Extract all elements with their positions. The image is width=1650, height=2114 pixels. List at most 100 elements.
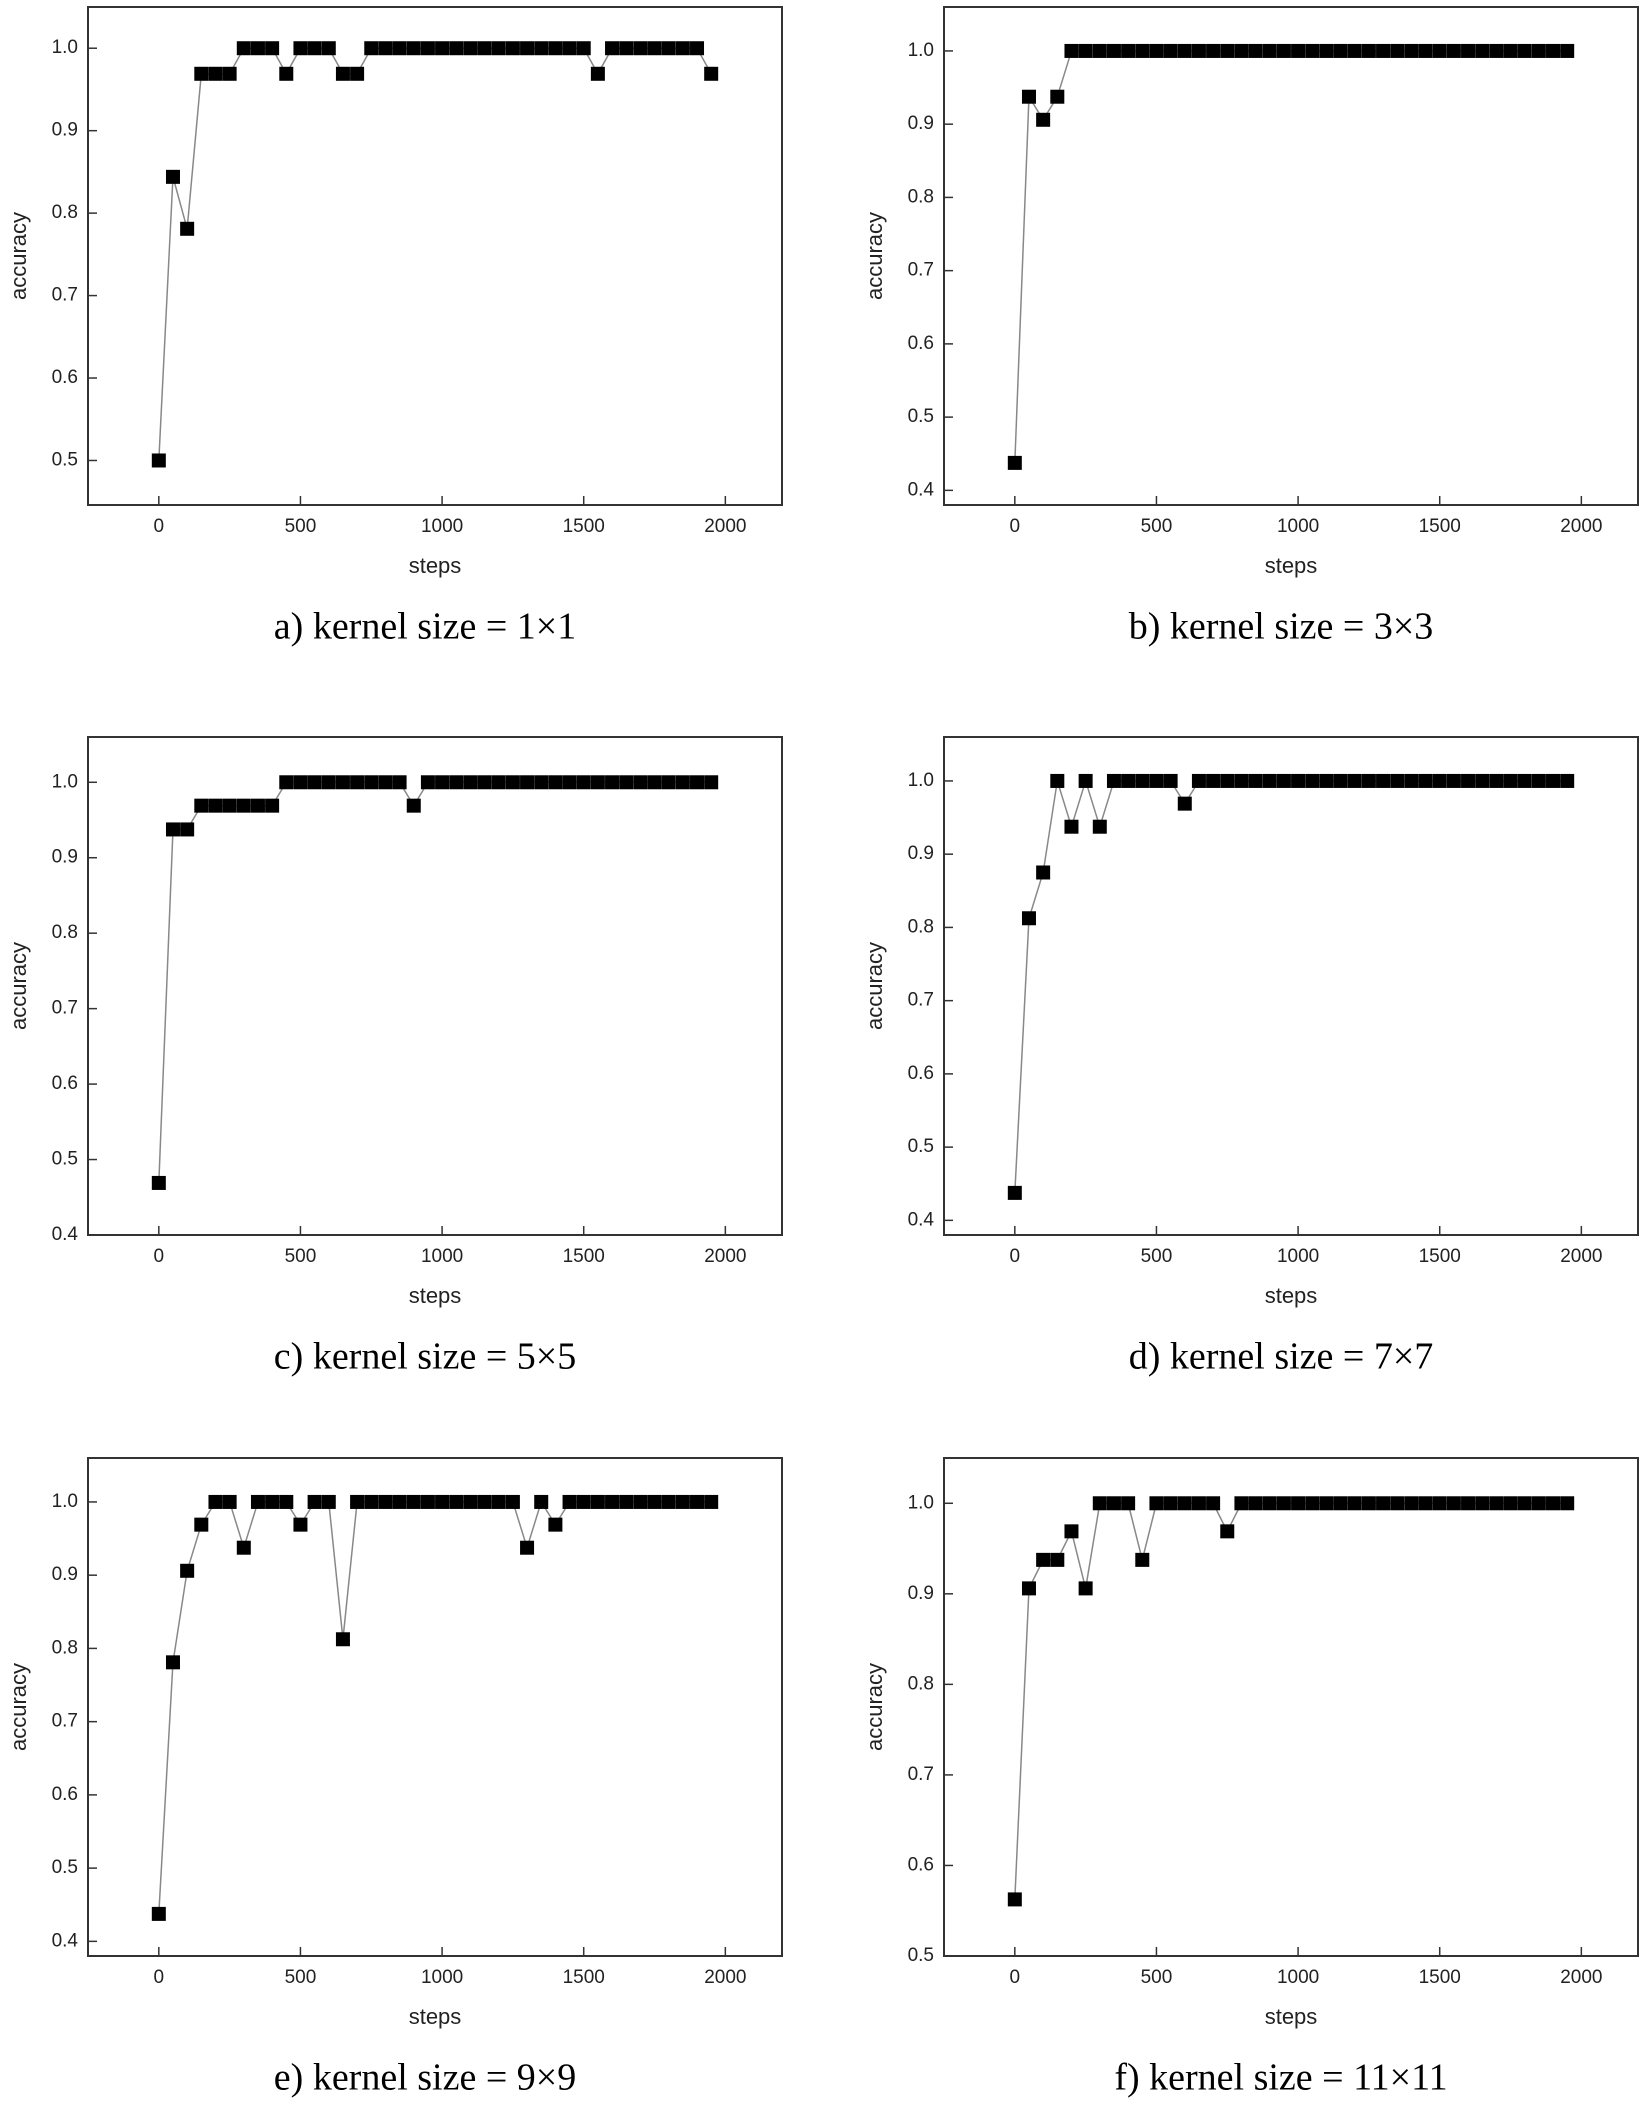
data-point [1560, 1496, 1575, 1511]
data-point [1262, 773, 1277, 788]
data-point [392, 1494, 407, 1509]
data-point [520, 775, 535, 790]
data-point [1390, 1496, 1405, 1511]
data-point [1078, 773, 1093, 788]
caption: c) kernel size = 5×5 [274, 1336, 576, 1378]
x-axis-label: steps [1265, 553, 1318, 578]
data-point [1163, 43, 1178, 58]
y-tick-label: 0.6 [908, 333, 934, 354]
y-axis-label: accuracy [6, 942, 31, 1030]
data-point [350, 66, 365, 81]
data-point [520, 1540, 535, 1555]
data-point [619, 41, 634, 56]
data-point [562, 775, 577, 790]
data-point [1149, 43, 1164, 58]
y-tick-label: 0.6 [908, 1063, 934, 1084]
data-point [1347, 43, 1362, 58]
data-point [1078, 1581, 1093, 1596]
x-tick-label: 0 [154, 516, 165, 537]
y-tick-label: 0.4 [52, 1930, 79, 1951]
y-tick-label: 0.9 [908, 113, 934, 134]
data-point [1305, 1496, 1320, 1511]
x-tick-label: 500 [285, 516, 317, 537]
data-point [1248, 1496, 1263, 1511]
data-point [562, 1494, 577, 1509]
data-point [1503, 1496, 1518, 1511]
data-point [1404, 1496, 1419, 1511]
y-tick-label: 0.5 [908, 1945, 934, 1966]
data-point [180, 221, 195, 236]
data-point [1064, 819, 1079, 834]
y-tick-label: 1.0 [908, 1492, 934, 1513]
panel: 0.4 0.5 0.6 0.7 0.8 0.9 1.0 0 500 1000 1500 2000 ste… [862, 736, 1639, 1378]
y-axis-label: accuracy [862, 212, 887, 300]
x-tick-label: 1500 [1419, 516, 1461, 537]
data-point [1177, 796, 1192, 811]
data-point [1135, 773, 1150, 788]
data-point [222, 798, 237, 813]
data-point [661, 41, 676, 56]
data-point [534, 775, 549, 790]
x-tick-label: 1500 [563, 516, 605, 537]
x-tick-label: 0 [154, 1967, 165, 1988]
data-point [392, 41, 407, 56]
y-tick-label: 0.5 [52, 1149, 78, 1170]
data-point [1036, 865, 1051, 880]
data-point [1220, 43, 1235, 58]
data-point [1503, 773, 1518, 788]
data-point [605, 1494, 620, 1509]
data-point [321, 1494, 336, 1509]
data-point [151, 1906, 166, 1921]
y-tick-label: 0.7 [908, 1764, 934, 1785]
data-point [1489, 43, 1504, 58]
data-point [194, 798, 209, 813]
data-point [350, 775, 365, 790]
data-point [1064, 43, 1079, 58]
data-point [350, 1494, 365, 1509]
x-tick-label: 1500 [563, 1246, 605, 1267]
data-point [1121, 773, 1136, 788]
data-point [321, 41, 336, 56]
data-point [1489, 1496, 1504, 1511]
data-point [321, 775, 336, 790]
data-point [1007, 1892, 1022, 1907]
data-point [236, 41, 251, 56]
y-tick-label: 0.6 [52, 1073, 78, 1094]
data-point [633, 1494, 648, 1509]
data-point [406, 798, 421, 813]
y-tick-label: 0.7 [908, 990, 934, 1011]
data-point [1106, 1496, 1121, 1511]
plot-frame [87, 6, 783, 506]
data-point [463, 775, 478, 790]
data-point [1390, 773, 1405, 788]
y-tick-label: 0.8 [908, 916, 934, 937]
data-point [590, 775, 605, 790]
data-point [1121, 1496, 1136, 1511]
data-point [1021, 1581, 1036, 1596]
y-tick-label: 1.0 [52, 37, 78, 58]
data-point [647, 1494, 662, 1509]
x-tick-label: 0 [154, 1246, 165, 1267]
data-point [1291, 43, 1306, 58]
data-point [1163, 773, 1178, 788]
caption: a) kernel size = 1×1 [274, 606, 576, 648]
data-point [491, 775, 506, 790]
data-point [1319, 1496, 1334, 1511]
data-point [1432, 1496, 1447, 1511]
data-point [661, 775, 676, 790]
data-point [704, 66, 719, 81]
data-point [1333, 43, 1348, 58]
data-point [1546, 1496, 1561, 1511]
data-point [548, 775, 563, 790]
data-point [477, 41, 492, 56]
data-point [1390, 43, 1405, 58]
data-point [1517, 43, 1532, 58]
data-point [576, 41, 591, 56]
data-point [1036, 1552, 1051, 1567]
data-point [1446, 1496, 1461, 1511]
data-point [222, 1494, 237, 1509]
data-point [690, 41, 705, 56]
data-line [1014, 1502, 1568, 1900]
